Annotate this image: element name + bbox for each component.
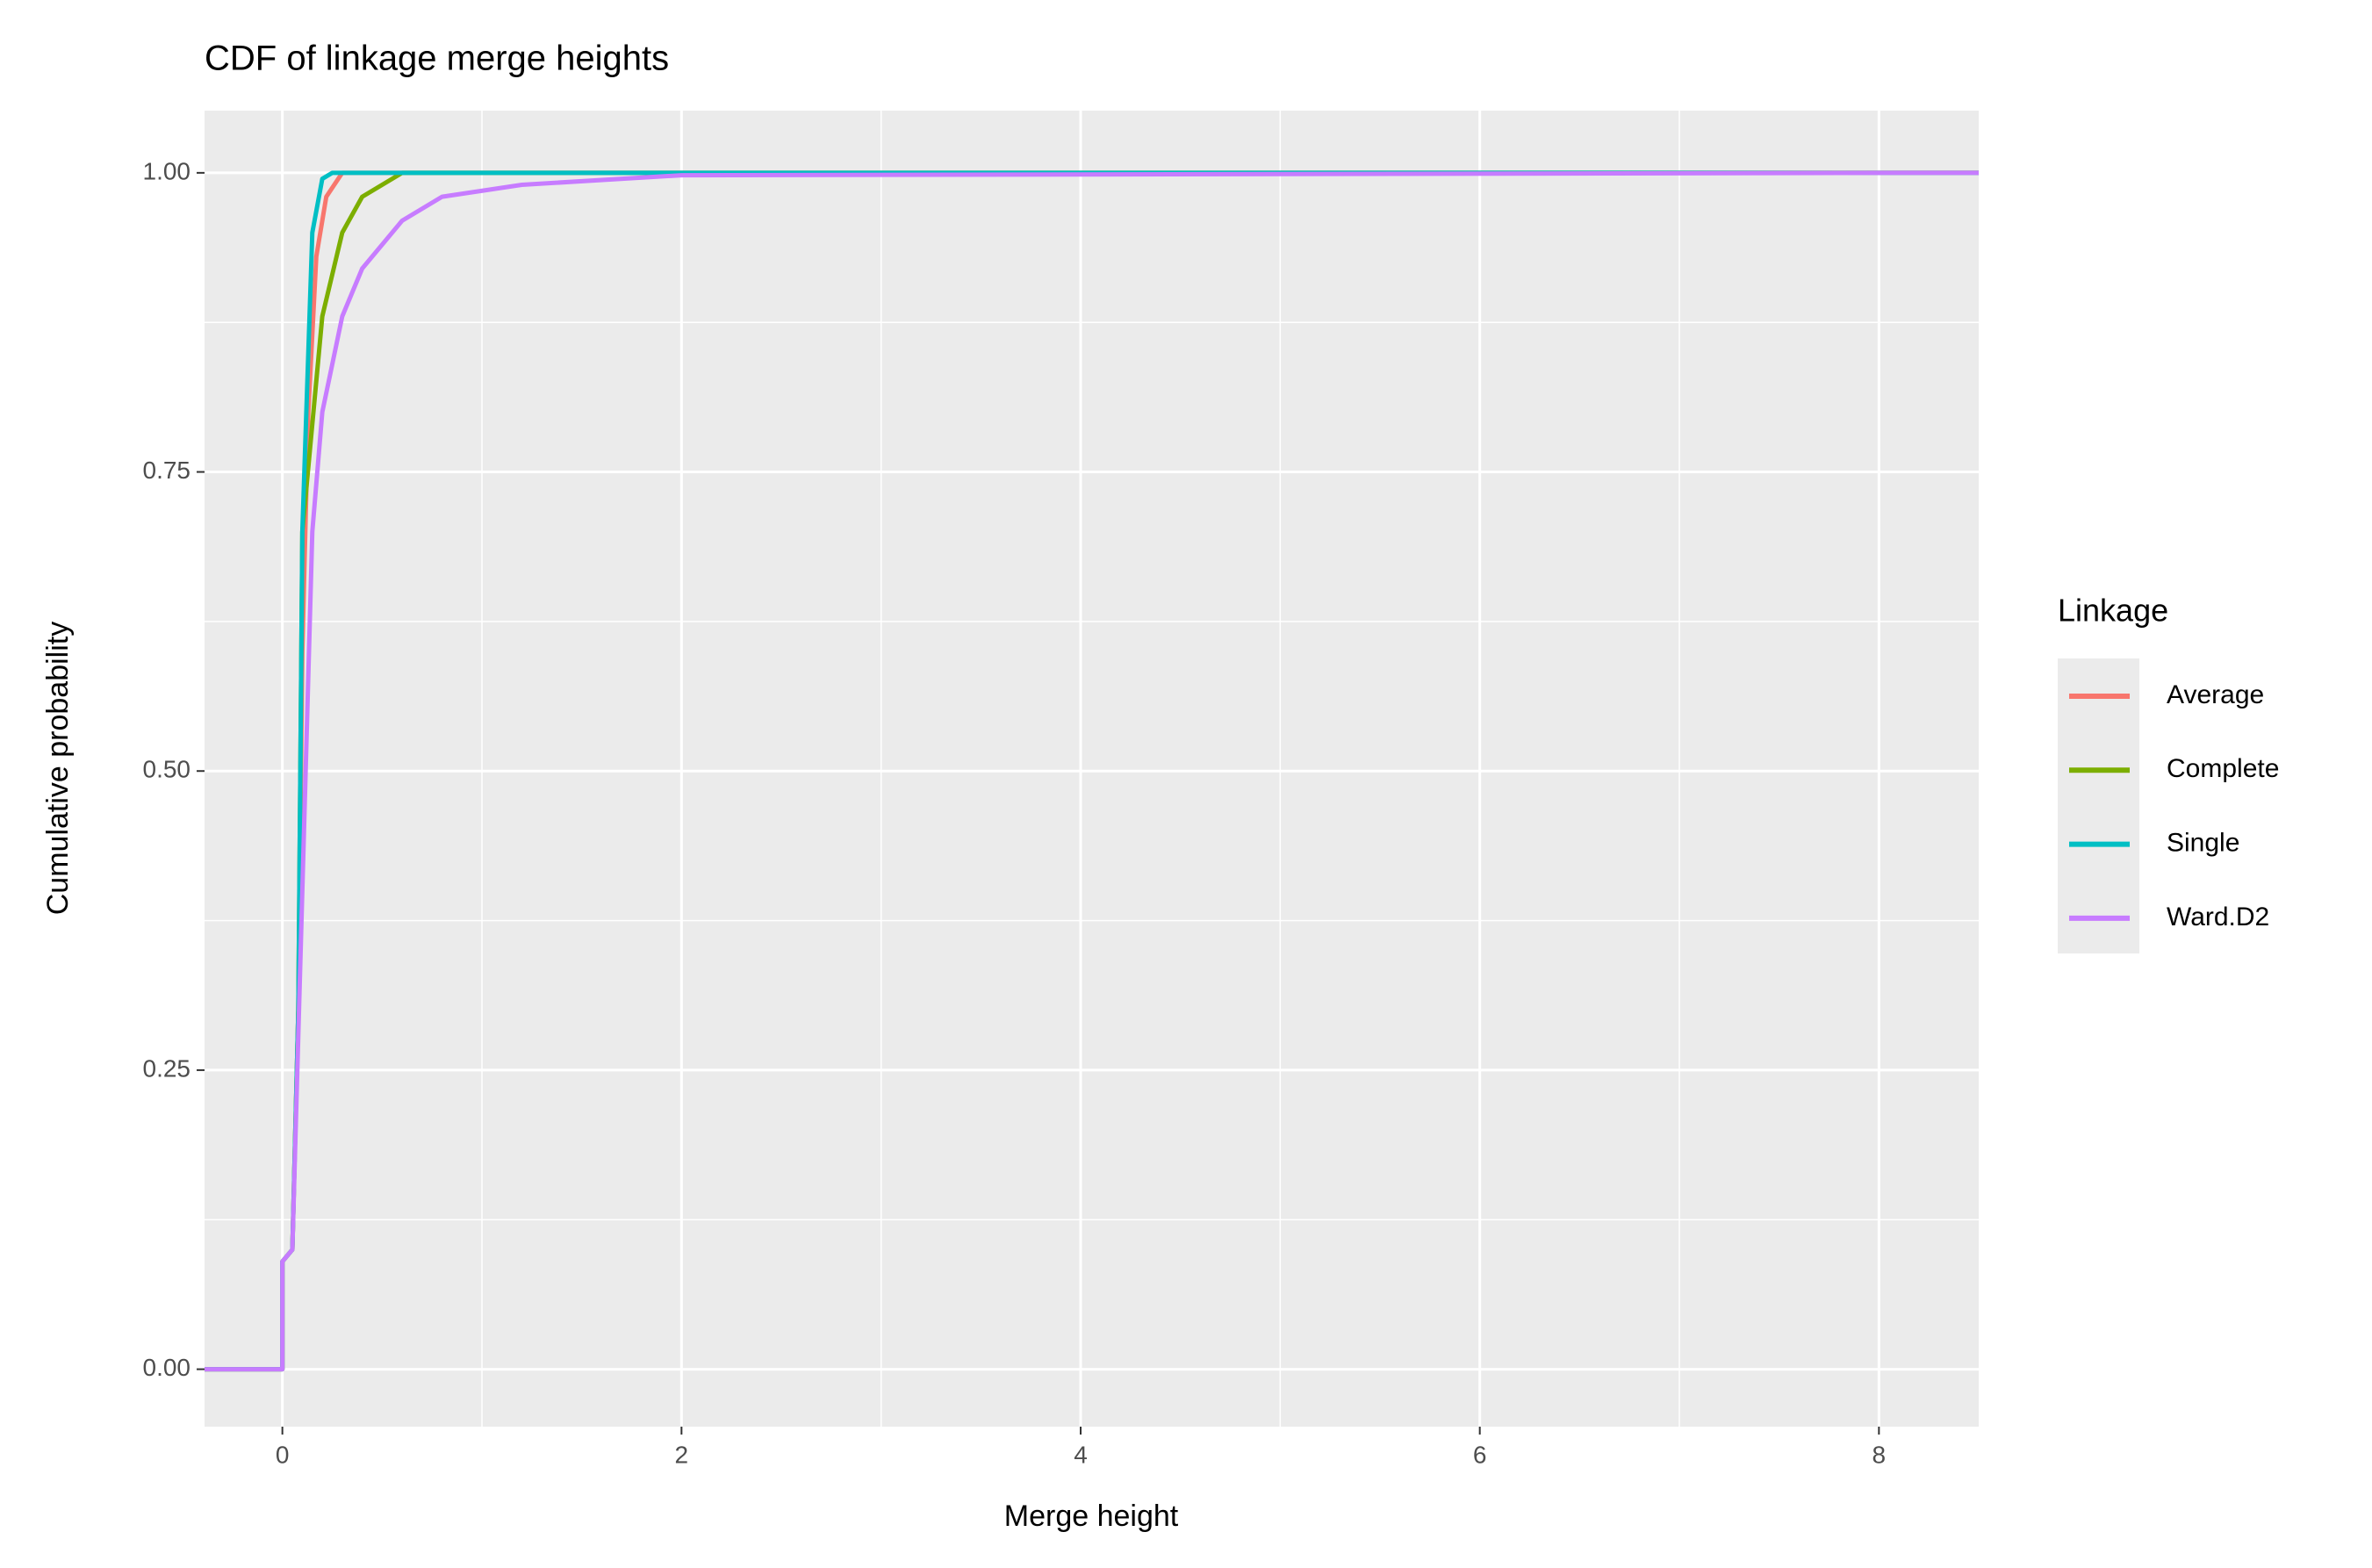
legend-label: Complete <box>2167 754 2279 783</box>
y-axis-title: Cumulative probability <box>41 622 75 916</box>
axes: 0 2 4 6 8 0.00 0.25 0.50 0.75 1.00 <box>143 157 1887 1468</box>
y-tick-label: 1.00 <box>143 157 191 184</box>
legend-label: Ward.D2 <box>2167 903 2269 931</box>
x-tick-label: 2 <box>675 1441 689 1468</box>
lines <box>205 170 1979 1372</box>
y-tick-label: 0.50 <box>143 756 191 783</box>
x-tick-label: 8 <box>1872 1441 1887 1468</box>
x-tick-label: 0 <box>276 1441 290 1468</box>
plot-panel <box>205 111 1979 1427</box>
y-tick-label: 0.75 <box>143 457 191 484</box>
legend-label: Single <box>2167 829 2239 858</box>
legend-title: Linkage <box>2058 593 2168 629</box>
y-tick-label: 0.25 <box>143 1054 191 1082</box>
x-axis-title: Merge height <box>1004 1500 1179 1533</box>
x-tick-label: 4 <box>1074 1441 1088 1468</box>
x-tick-label: 6 <box>1473 1441 1487 1468</box>
legend: Average Complete Single Ward.D2 <box>2069 680 2279 931</box>
legend-label: Average <box>2167 680 2264 709</box>
legend-key-box <box>2058 658 2139 953</box>
y-tick-label: 0.00 <box>143 1354 191 1381</box>
cdf-line <box>205 170 1979 1372</box>
chart-title: CDF of linkage merge heights <box>205 40 669 78</box>
